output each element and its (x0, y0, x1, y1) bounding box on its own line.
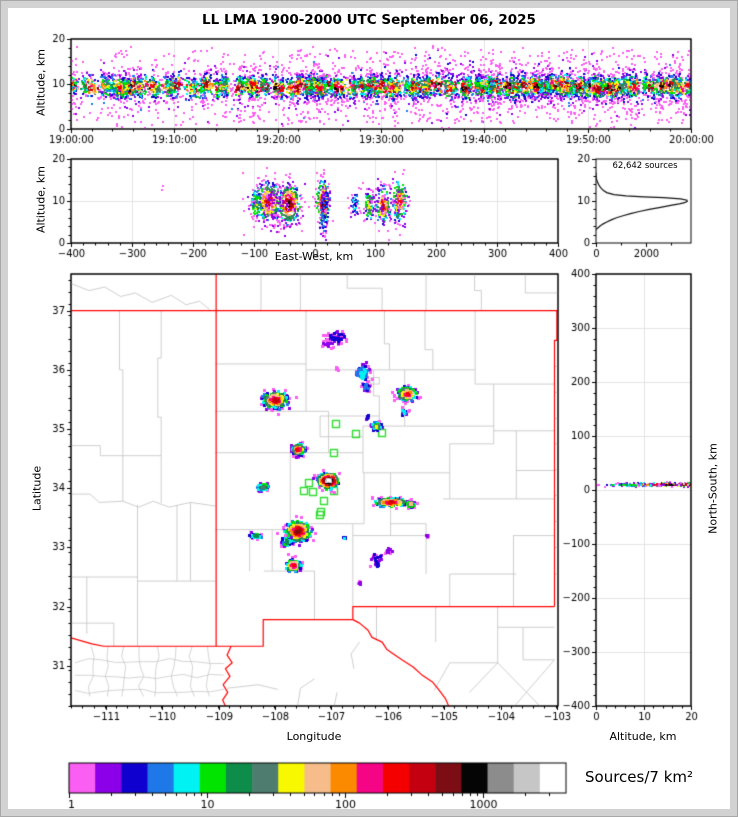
map-panel (71, 274, 558, 706)
ns-height-ylabel: North-South, km (706, 443, 720, 534)
time-height-panel (71, 39, 691, 129)
source-count-annotation: 62,642 sources (612, 161, 678, 171)
ns-height-xlabel: Altitude, km (609, 730, 677, 743)
plot-title: LL LMA 1900-2000 UTC September 06, 2025 (202, 12, 536, 28)
altitude-histogram-panel (596, 159, 691, 243)
ew-height-xlabel: East-West, km (274, 250, 354, 263)
map-ylabel: Latitude (30, 465, 44, 512)
east-west-height-panel (71, 159, 558, 243)
map-xlabel: Longitude (286, 730, 342, 743)
colorbar-label: Sources/7 km² (585, 768, 694, 786)
ew-height-ylabel: Altitude, km (34, 165, 48, 234)
colorbar (69, 763, 566, 808)
north-south-height-panel (596, 274, 691, 706)
